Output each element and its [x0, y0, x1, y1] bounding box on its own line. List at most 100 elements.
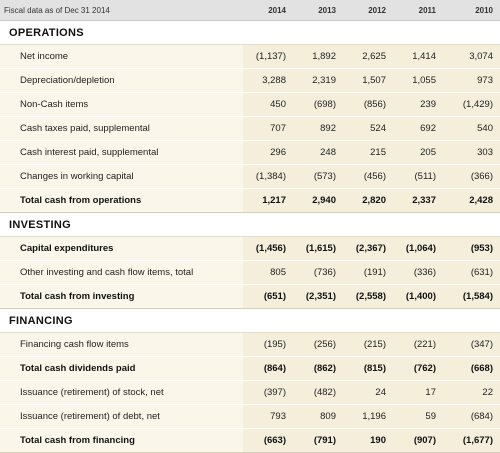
row-value-2012: (456) — [343, 164, 393, 189]
year-header-2012: 2012 — [343, 0, 393, 21]
row-value-2010: (347) — [443, 332, 500, 357]
row-value-2010: 3,074 — [443, 44, 500, 69]
row-value-2012: 24 — [343, 380, 393, 405]
table-row: Depreciation/depletion 3,288 2,319 1,507 1,0… — [0, 68, 500, 93]
row-label: Total cash from investing — [0, 284, 243, 309]
row-value-2011: (336) — [393, 260, 443, 285]
row-value-2012: (2,367) — [343, 236, 393, 261]
row-value-2010: (366) — [443, 164, 500, 189]
row-value-2013: 809 — [293, 404, 343, 429]
row-value-2014: (1,456) — [243, 236, 293, 261]
row-value-2011: 17 — [393, 380, 443, 405]
row-value-2014: 805 — [243, 260, 293, 285]
row-value-2013: 1,892 — [293, 44, 343, 69]
row-label: Financing cash flow items — [0, 332, 243, 357]
row-value-2013: (862) — [293, 356, 343, 381]
row-value-2014: 3,288 — [243, 68, 293, 93]
row-value-2012: (215) — [343, 332, 393, 357]
row-label: Non-Cash items — [0, 92, 243, 117]
row-value-2014: (864) — [243, 356, 293, 381]
table-row: Cash taxes paid, supplemental 707 892 524 69… — [0, 116, 500, 141]
table-row: Total cash dividends paid (864) (862) (815)… — [0, 356, 500, 381]
year-header-2013: 2013 — [293, 0, 343, 21]
row-value-2013: (256) — [293, 332, 343, 357]
row-value-2014: 707 — [243, 116, 293, 141]
row-label: Cash taxes paid, supplemental — [0, 116, 243, 141]
row-value-2014: (195) — [243, 332, 293, 357]
table-row: Capital expenditures (1,456) (1,615) (2,367… — [0, 236, 500, 261]
row-value-2011: 1,414 — [393, 44, 443, 69]
row-value-2014: 793 — [243, 404, 293, 429]
table-row: Net income (1,137) 1,892 2,625 1,414 3,074 — [0, 44, 500, 69]
row-value-2014: (1,137) — [243, 44, 293, 69]
year-header-2011: 2011 — [393, 0, 443, 21]
row-value-2011: (1,064) — [393, 236, 443, 261]
row-value-2012: 524 — [343, 116, 393, 141]
row-value-2014: 296 — [243, 140, 293, 165]
row-value-2011: 205 — [393, 140, 443, 165]
row-label: Capital expenditures — [0, 236, 243, 261]
table-row: Issuance (retirement) of stock, net (397)… — [0, 380, 500, 405]
row-value-2013: 2,319 — [293, 68, 343, 93]
row-value-2014: (1,384) — [243, 164, 293, 189]
row-value-2013: (573) — [293, 164, 343, 189]
section-title: FINANCING — [0, 308, 500, 333]
table-row: Total cash from financing (663) (791) 190 (9… — [0, 428, 500, 453]
row-value-2010: (631) — [443, 260, 500, 285]
row-value-2012: 215 — [343, 140, 393, 165]
row-label: Total cash from operations — [0, 188, 243, 213]
row-value-2014: (651) — [243, 284, 293, 309]
row-value-2012: (815) — [343, 356, 393, 381]
row-value-2013: 2,940 — [293, 188, 343, 213]
row-value-2011: (1,400) — [393, 284, 443, 309]
row-value-2010: 303 — [443, 140, 500, 165]
row-value-2011: (907) — [393, 428, 443, 453]
row-value-2012: 1,507 — [343, 68, 393, 93]
row-label: Issuance (retirement) of stock, net — [0, 380, 243, 405]
row-value-2013: (2,351) — [293, 284, 343, 309]
row-value-2013: 248 — [293, 140, 343, 165]
section-title: OPERATIONS — [0, 20, 500, 45]
table-row: Non-Cash items 450 (698) (856) 239 (1,429) — [0, 92, 500, 117]
table-row: Cash interest paid, supplemental 296 248 21… — [0, 140, 500, 165]
section-title: INVESTING — [0, 212, 500, 237]
row-value-2010: (953) — [443, 236, 500, 261]
row-value-2010: 973 — [443, 68, 500, 93]
fiscal-date-label: Fiscal data as of Dec 31 2014 — [0, 0, 243, 21]
row-value-2012: 1,196 — [343, 404, 393, 429]
row-label: Cash interest paid, supplemental — [0, 140, 243, 165]
row-value-2014: 1,217 — [243, 188, 293, 213]
row-value-2013: (1,615) — [293, 236, 343, 261]
row-label: Other investing and cash flow items, tot… — [0, 260, 243, 285]
table-row: Issuance (retirement) of debt, net 793 809… — [0, 404, 500, 429]
table-row: Financing cash flow items (195) (256) (215)… — [0, 332, 500, 357]
row-value-2010: 22 — [443, 380, 500, 405]
row-value-2011: 692 — [393, 116, 443, 141]
row-label: Total cash dividends paid — [0, 356, 243, 381]
row-value-2012: (191) — [343, 260, 393, 285]
row-value-2010: (668) — [443, 356, 500, 381]
row-value-2011: (221) — [393, 332, 443, 357]
section-header-financing: FINANCING — [0, 308, 500, 333]
year-header-2010: 2010 — [443, 0, 500, 21]
row-value-2013: (482) — [293, 380, 343, 405]
row-value-2013: 892 — [293, 116, 343, 141]
row-label: Total cash from financing — [0, 428, 243, 453]
row-value-2011: (762) — [393, 356, 443, 381]
row-value-2011: 2,337 — [393, 188, 443, 213]
row-label: Depreciation/depletion — [0, 68, 243, 93]
table-row: Total cash from operations 1,217 2,940 2,82… — [0, 188, 500, 213]
row-label: Net income — [0, 44, 243, 69]
row-value-2011: 1,055 — [393, 68, 443, 93]
row-label: Issuance (retirement) of debt, net — [0, 404, 243, 429]
row-value-2010: 2,428 — [443, 188, 500, 213]
table-row: Total cash from investing (651) (2,351) (2,… — [0, 284, 500, 309]
row-value-2014: (663) — [243, 428, 293, 453]
row-value-2013: (698) — [293, 92, 343, 117]
row-label: Changes in working capital — [0, 164, 243, 189]
year-header-2014: 2014 — [243, 0, 293, 21]
section-header-operations: OPERATIONS — [0, 20, 500, 45]
row-value-2014: 450 — [243, 92, 293, 117]
